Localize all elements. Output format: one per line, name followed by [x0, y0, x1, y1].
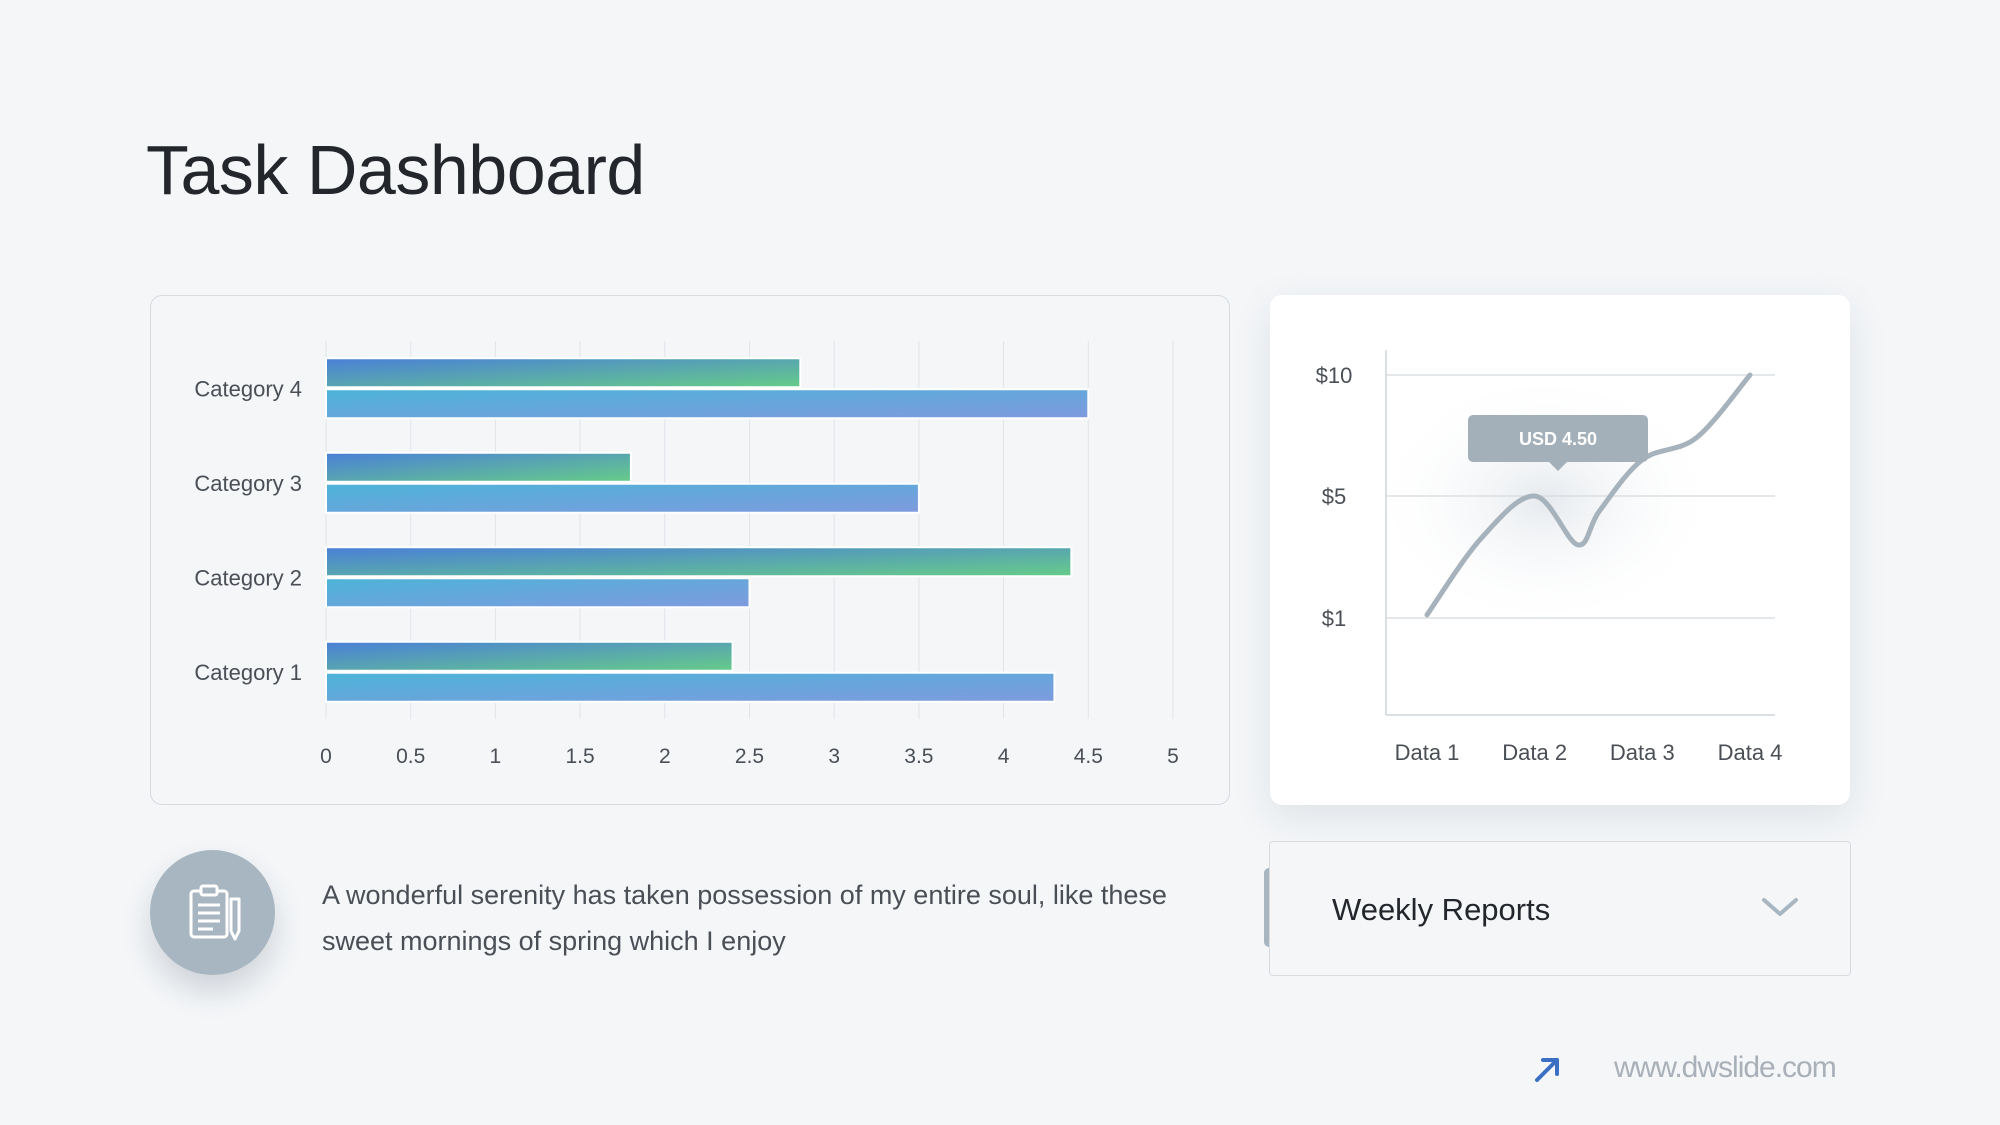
x-tick-label: 1 — [490, 745, 502, 768]
x-tick-label: 0.5 — [396, 745, 425, 768]
x-tick-label: Data 2 — [1502, 740, 1567, 765]
x-tick-label: Data 3 — [1610, 740, 1675, 765]
clipboard-icon — [150, 850, 275, 975]
bar-series-b — [325, 577, 751, 609]
category-label: Category 3 — [194, 471, 302, 496]
x-tick-label: 2 — [659, 745, 671, 768]
note-text: A wonderful serenity has taken possessio… — [322, 880, 1167, 956]
bar-chart: 0 0.5 1 1.5 2 2.5 3 3.5 4 4.5 5 Category 1 Category … — [194, 341, 1179, 768]
tooltip-box — [1468, 415, 1648, 462]
y-tick-label: $5 — [1322, 484, 1346, 509]
x-tick-label: Data 4 — [1718, 740, 1783, 765]
bar-series-b — [325, 388, 1090, 420]
x-tick-label: Data 1 — [1395, 740, 1460, 765]
tooltip-pointer — [1549, 462, 1567, 471]
accordion-label: Weekly Reports — [1332, 892, 1551, 927]
y-tick-label: $10 — [1316, 363, 1353, 388]
bar-series-b — [325, 671, 1056, 703]
bar-series-a — [325, 640, 734, 672]
tooltip-label: USD 4.50 — [1519, 429, 1597, 449]
page-title: Task Dashboard — [146, 131, 645, 209]
bar-series-a — [325, 451, 632, 483]
x-tick-label: 1.5 — [565, 745, 594, 768]
x-tick-label: 3.5 — [904, 745, 933, 768]
bar-series-b — [325, 482, 920, 514]
x-tick-label: 2.5 — [735, 745, 764, 768]
bar-series-a — [325, 546, 1073, 578]
category-label: Category 4 — [194, 376, 302, 401]
arrow-up-right-icon — [1535, 1058, 1559, 1082]
x-tick-label: 3 — [828, 745, 840, 768]
line-chart-card: $10 $5 $1 Data 1 Data 2 Data 3 Data 4 USD 4.50 — [1270, 295, 1850, 805]
category-label: Category 1 — [194, 660, 302, 685]
weekly-reports-accordion[interactable]: Weekly Reports — [1269, 841, 1851, 976]
category-label: Category 2 — [194, 565, 302, 590]
chevron-down-icon[interactable] — [1760, 896, 1800, 918]
bar-series-a — [325, 357, 802, 389]
x-tick-label: 4 — [998, 745, 1010, 768]
line-chart: $10 $5 $1 Data 1 Data 2 Data 3 Data 4 USD 4.50 — [1316, 350, 1783, 765]
x-tick-label: 5 — [1167, 745, 1179, 768]
line-series — [1424, 372, 1753, 618]
bar-chart-card: 0 0.5 1 1.5 2 2.5 3 3.5 4 4.5 5 Category 1 Category … — [150, 295, 1230, 805]
y-tick-label: $1 — [1322, 606, 1346, 631]
x-tick-label: 4.5 — [1074, 745, 1103, 768]
x-tick-label: 0 — [320, 745, 332, 768]
footer-url[interactable]: www.dwslide.com — [1614, 1051, 1837, 1084]
